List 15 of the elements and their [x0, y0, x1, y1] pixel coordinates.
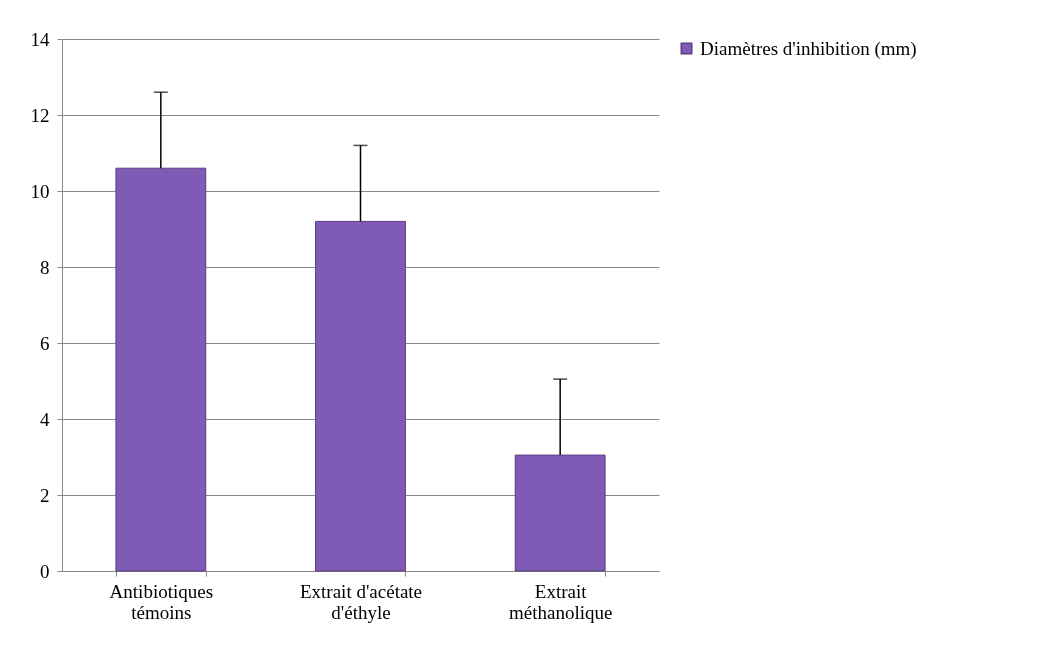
x-tick-label: Antibiotiques témoins	[109, 580, 214, 623]
y-tick-label: 4	[40, 408, 50, 430]
y-tick-label: 12	[30, 104, 50, 126]
y-tick-label: 2	[40, 484, 50, 506]
bar	[315, 220, 406, 572]
y-tick-label: 8	[40, 256, 50, 278]
legend-label: Diamètres d'inhibition (mm)	[700, 37, 917, 60]
y-tick-label: 6	[40, 332, 50, 354]
x-tick-label: Extrait d'acétate d'éthyle	[299, 580, 423, 623]
y-tick-label: 0	[40, 560, 50, 582]
x-tick-label: Extrait méthanolique	[508, 580, 613, 623]
y-tick-label: 14	[30, 28, 50, 50]
bar	[514, 454, 606, 572]
y-tick-label: 10	[30, 180, 50, 202]
bar	[115, 167, 207, 572]
